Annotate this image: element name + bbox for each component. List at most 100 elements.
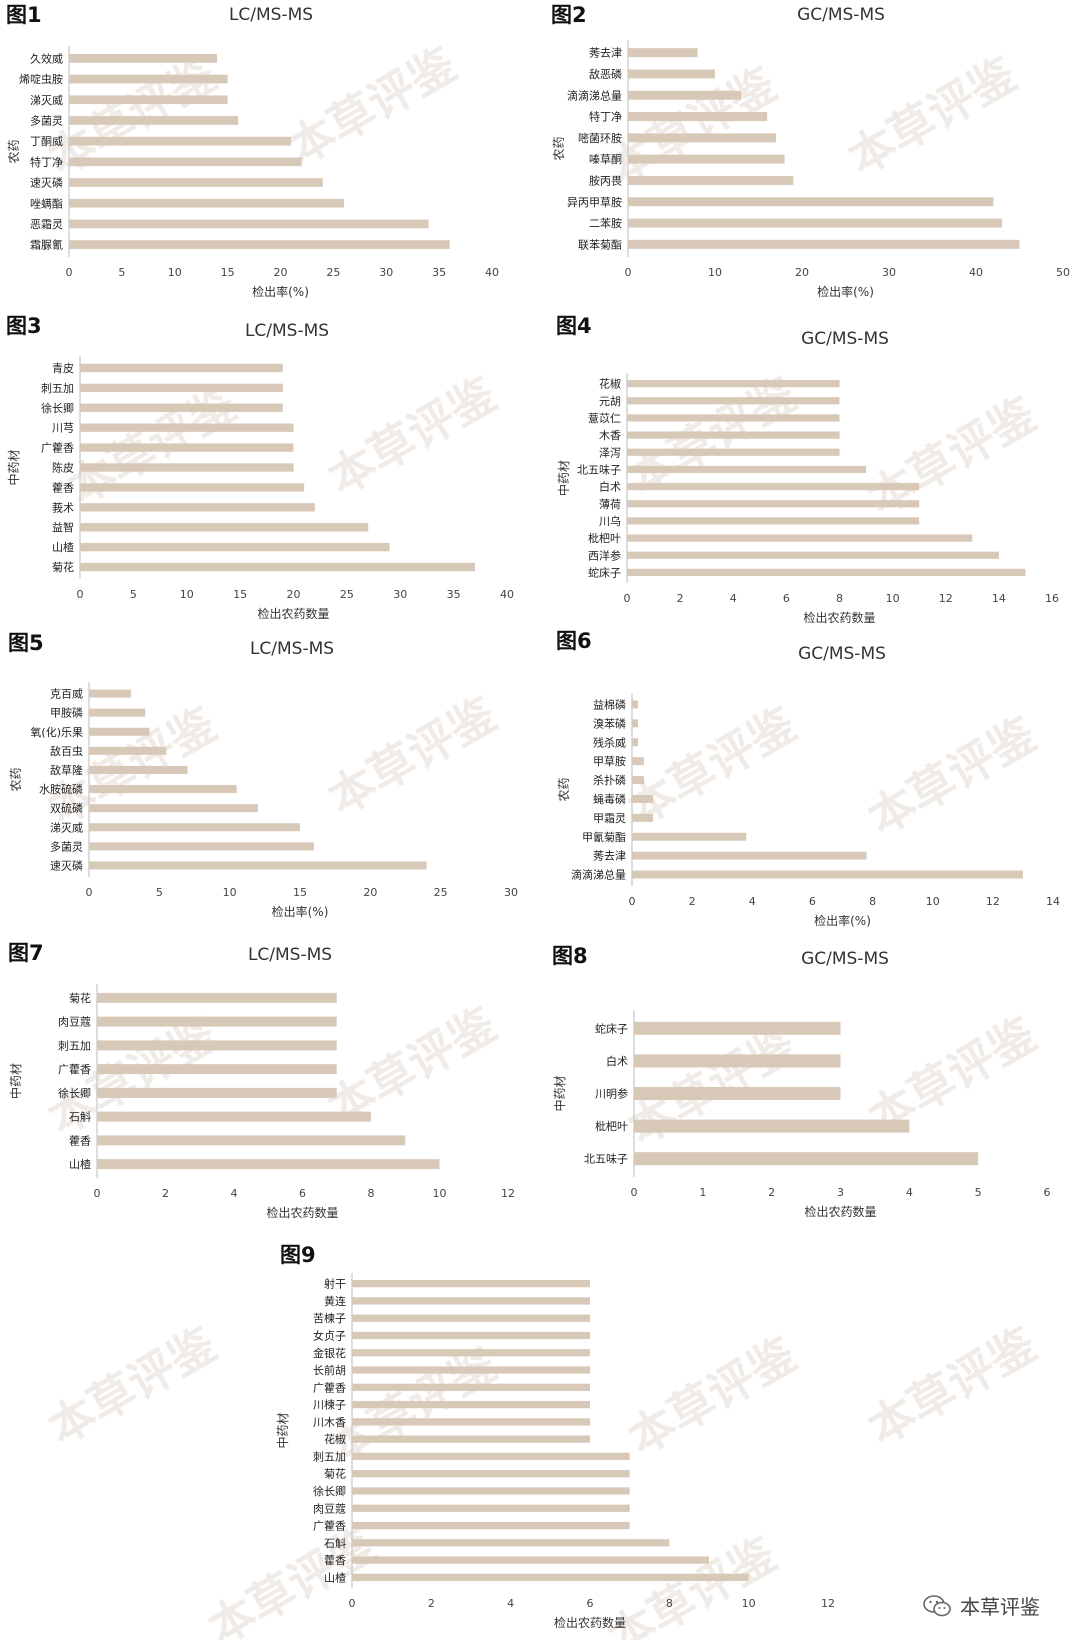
category-label: 川楝子 bbox=[313, 1398, 346, 1412]
bar bbox=[97, 1087, 337, 1098]
figure-label: 图7 bbox=[8, 941, 44, 965]
watermark-text: 本草评鉴 bbox=[619, 1326, 806, 1465]
bar bbox=[69, 157, 302, 167]
x-tick-label: 10 bbox=[886, 592, 900, 605]
category-label: 蛇床子 bbox=[588, 565, 621, 579]
category-label: 石斛 bbox=[69, 1110, 91, 1124]
x-tick-label: 0 bbox=[624, 592, 631, 605]
bar bbox=[628, 175, 794, 185]
figure-label: 图2 bbox=[551, 3, 587, 27]
bar bbox=[628, 197, 994, 207]
bar bbox=[89, 746, 167, 755]
x-tick-label: 2 bbox=[162, 1187, 169, 1200]
bar bbox=[634, 1119, 910, 1133]
bar bbox=[97, 1064, 337, 1075]
bar bbox=[80, 503, 315, 512]
bar bbox=[352, 1487, 630, 1495]
x-tick-label: 40 bbox=[500, 588, 514, 601]
category-label: 藿香 bbox=[69, 1133, 91, 1147]
bar bbox=[89, 708, 146, 717]
x-tick-label: 6 bbox=[587, 1597, 594, 1610]
category-label: 菊花 bbox=[324, 1468, 346, 1481]
category-label: 莠去津 bbox=[593, 850, 626, 863]
bar bbox=[627, 379, 840, 388]
figure-label: 图9 bbox=[280, 1243, 316, 1267]
category-label: 蝇毒磷 bbox=[593, 793, 626, 806]
category-label: 川乌 bbox=[599, 514, 621, 528]
bar bbox=[89, 842, 315, 851]
x-tick-label: 6 bbox=[783, 592, 790, 605]
category-label: 肉豆蔻 bbox=[58, 1016, 91, 1029]
bar bbox=[632, 870, 1023, 879]
bar bbox=[89, 785, 237, 794]
category-label: 莪术 bbox=[52, 501, 74, 514]
figure-label: 图1 bbox=[6, 3, 42, 27]
category-label: 藿香 bbox=[324, 1553, 346, 1567]
category-label: 嘧菌环胺 bbox=[578, 131, 622, 145]
category-label: 长前胡 bbox=[313, 1363, 346, 1377]
category-label: 氧(化)乐果 bbox=[30, 725, 83, 739]
x-tick-label: 2 bbox=[677, 592, 684, 605]
bar bbox=[80, 443, 294, 452]
category-label: 黄连 bbox=[324, 1294, 346, 1308]
watermark-text: 本草评鉴 bbox=[859, 1316, 1046, 1455]
bar bbox=[89, 804, 258, 813]
x-tick-label: 4 bbox=[749, 895, 756, 908]
category-label: 枇杷叶 bbox=[595, 1119, 628, 1133]
x-tick-label: 14 bbox=[1046, 895, 1060, 908]
bar bbox=[632, 738, 639, 747]
bar bbox=[69, 136, 292, 146]
category-label: 花椒 bbox=[324, 1432, 346, 1446]
bar bbox=[69, 178, 323, 187]
bar bbox=[69, 54, 218, 63]
x-tick-label: 30 bbox=[504, 886, 518, 899]
category-label: 莠去津 bbox=[589, 47, 622, 60]
x-tick-label: 20 bbox=[287, 588, 301, 601]
bar bbox=[628, 48, 698, 58]
category-label: 苦楝子 bbox=[313, 1311, 346, 1325]
chart-panel: 图6 GC/MS-MS 益棉磷溴苯磷残杀威甲草胺杀扑磷蝇毒磷甲霜灵甲氰菊酯莠去津滴滴… bbox=[556, 629, 1060, 928]
x-axis-title: 检出农药数量 bbox=[554, 1615, 626, 1630]
category-label: 甲草胺 bbox=[593, 754, 626, 768]
category-label: 特丁净 bbox=[589, 110, 622, 124]
bar bbox=[628, 133, 776, 143]
category-label: 二苯胺 bbox=[589, 216, 622, 230]
category-label: 山楂 bbox=[324, 1570, 346, 1584]
watermark-text: 本草评鉴 bbox=[859, 706, 1046, 845]
brand-badge: 本草评鉴 bbox=[922, 1591, 1040, 1620]
x-tick-label: 15 bbox=[233, 588, 247, 601]
bar bbox=[627, 482, 920, 491]
x-tick-label: 30 bbox=[393, 588, 407, 601]
x-tick-label: 4 bbox=[906, 1186, 913, 1199]
x-axis-title: 检出率(%) bbox=[252, 284, 309, 299]
x-tick-label: 6 bbox=[299, 1187, 306, 1200]
bar bbox=[352, 1366, 590, 1374]
bar bbox=[352, 1280, 590, 1288]
category-label: 枇杷叶 bbox=[588, 531, 621, 545]
bar bbox=[632, 776, 645, 785]
watermark-text: 本草评鉴 bbox=[319, 366, 506, 505]
bar bbox=[89, 765, 188, 774]
category-label: 白术 bbox=[606, 1054, 628, 1068]
bar bbox=[632, 794, 654, 803]
x-tick-label: 2 bbox=[768, 1186, 775, 1199]
bar bbox=[627, 448, 840, 456]
category-label: 克百威 bbox=[50, 688, 83, 701]
bar bbox=[352, 1418, 590, 1426]
category-label: 涕灭威 bbox=[50, 820, 83, 834]
x-axis-title: 检出率(%) bbox=[814, 913, 871, 928]
bar bbox=[628, 239, 1020, 249]
bar bbox=[80, 383, 283, 393]
category-label: 丁酮威 bbox=[30, 135, 63, 148]
category-label: 徐长卿 bbox=[58, 1086, 91, 1100]
x-tick-label: 8 bbox=[368, 1187, 375, 1200]
category-label: 水胺硫磷 bbox=[39, 782, 83, 796]
bar bbox=[632, 813, 654, 822]
bar bbox=[80, 463, 294, 472]
x-tick-label: 50 bbox=[1056, 266, 1070, 279]
y-axis-title: 中药材 bbox=[556, 460, 571, 496]
x-tick-label: 12 bbox=[501, 1187, 515, 1200]
x-tick-label: 5 bbox=[118, 266, 125, 279]
category-label: 徐长卿 bbox=[313, 1484, 346, 1498]
